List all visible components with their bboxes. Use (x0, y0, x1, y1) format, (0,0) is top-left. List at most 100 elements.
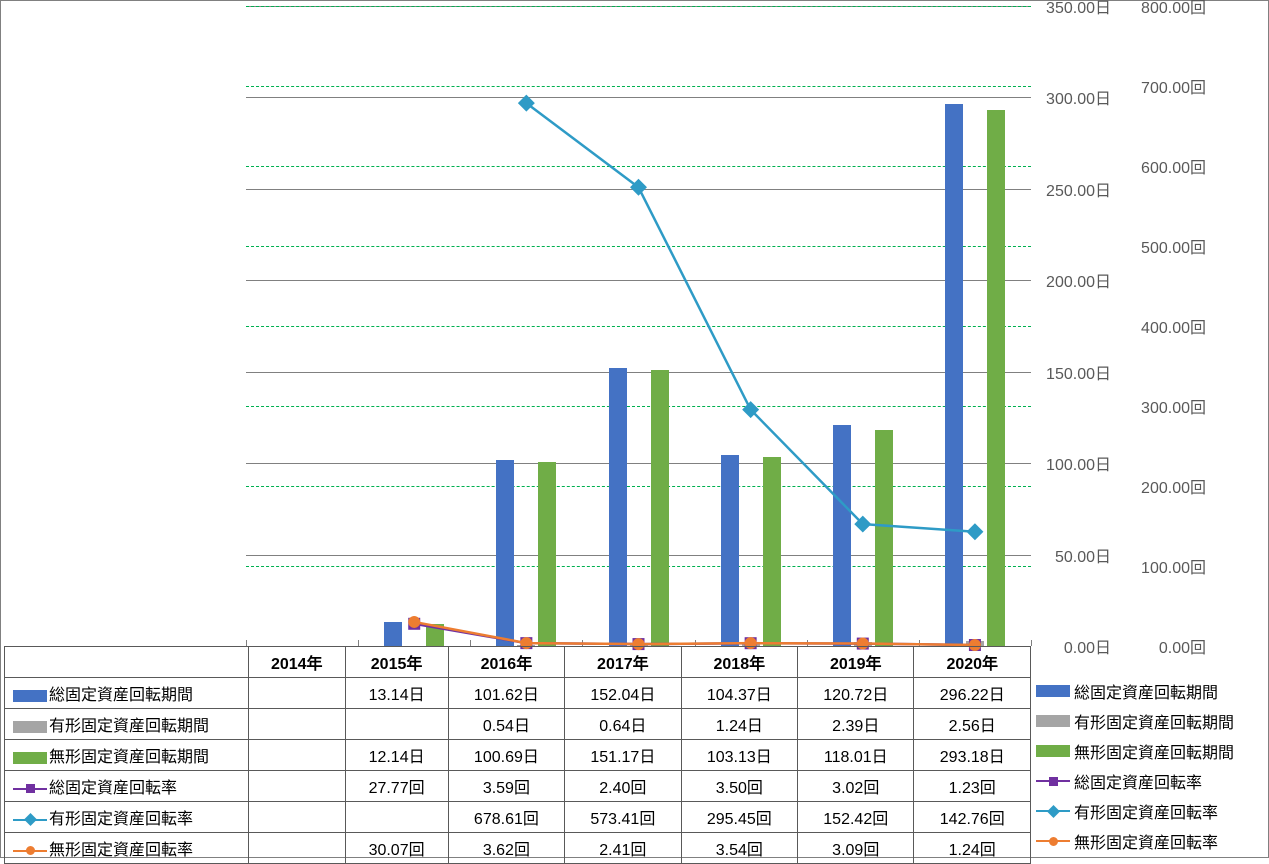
line-overlay (246, 6, 1031, 646)
legend-swatch (1036, 685, 1070, 697)
data-cell: 104.37日 (681, 678, 797, 709)
data-cell: 2.56日 (914, 709, 1031, 740)
data-cell (249, 740, 346, 771)
y2-tick-label: 800.00回 (1141, 0, 1206, 18)
data-cell: 1.24回 (914, 833, 1031, 864)
table-row: 総固定資産回転期間 13.14日101.62日152.04日104.37日120.… (5, 678, 1031, 709)
data-cell (249, 709, 346, 740)
data-cell (249, 678, 346, 709)
category-header: 2015年 (345, 647, 448, 678)
data-table: 2014年2015年2016年2017年2018年2019年2020年総固定資産… (4, 646, 1031, 864)
data-cell: 152.42回 (798, 802, 914, 833)
data-cell (249, 802, 346, 833)
table-row: 有形固定資産回転期間 0.54日0.64日1.24日2.39日2.56日 (5, 709, 1031, 740)
data-cell: 295.45回 (681, 802, 797, 833)
table-row: 総固定資産回転率27.77回3.59回2.40回3.50回3.02回1.23回 (5, 771, 1031, 802)
y2-tick-label: 400.00回 (1141, 314, 1206, 338)
series-name: 無形固定資産回転率 (49, 842, 193, 859)
y1-axis-labels: 0.00日50.00日100.00日150.00日200.00日250.00日3… (1041, 1, 1111, 641)
data-cell: 152.04日 (565, 678, 681, 709)
legend-label: 無形固定資産回転期間 (1074, 739, 1234, 763)
y1-tick-label: 150.00日 (1046, 360, 1111, 384)
category-header: 2019年 (798, 647, 914, 678)
legend-label: 総固定資産回転期間 (1074, 679, 1218, 703)
y1-tick-label: 50.00日 (1055, 543, 1111, 567)
y1-tick-label: 200.00日 (1046, 268, 1111, 292)
legend-swatch (1036, 715, 1070, 727)
y2-tick-label: 500.00回 (1141, 234, 1206, 258)
table-header-row: 2014年2015年2016年2017年2018年2019年2020年 (5, 647, 1031, 678)
y2-tick-label: 100.00回 (1141, 554, 1206, 578)
legend-item: 無形固定資産回転率 (1036, 826, 1234, 856)
data-cell (249, 833, 346, 864)
data-cell: 2.39日 (798, 709, 914, 740)
data-cell: 151.17日 (565, 740, 681, 771)
legend-item: 総固定資産回転率 (1036, 766, 1234, 796)
series-name: 無形固定資産回転期間 (49, 749, 209, 766)
data-cell: 118.01日 (798, 740, 914, 771)
chart-container: 0.00日 50.00日 100.00日 150.00日 200.00日 250.00日 3… (0, 0, 1269, 858)
y1-tick-label: 0.00日 (1064, 634, 1111, 658)
legend-item: 総固定資産回転期間 (1036, 676, 1234, 706)
data-cell: 3.59回 (448, 771, 564, 802)
y2-tick-label: 700.00回 (1141, 74, 1206, 98)
y1-tick-label: 250.00日 (1046, 177, 1111, 201)
series-name: 有形固定資産回転率 (49, 811, 193, 828)
y1-tick-label: 350.00日 (1046, 0, 1111, 18)
data-cell: 2.41回 (565, 833, 681, 864)
legend-swatch (1036, 771, 1070, 791)
data-cell: 27.77回 (345, 771, 448, 802)
legend-swatch (1036, 745, 1070, 757)
y1-tick-label: 300.00日 (1046, 85, 1111, 109)
y2-axis-labels: 0.00回100.00回200.00回300.00回400.00回500.00回… (1126, 1, 1206, 641)
category-header: 2020年 (914, 647, 1031, 678)
data-cell: 100.69日 (448, 740, 564, 771)
data-cell: 0.54日 (448, 709, 564, 740)
data-cell: 142.76回 (914, 802, 1031, 833)
series-name: 総固定資産回転期間 (49, 687, 193, 704)
series-name: 総固定資産回転率 (49, 780, 177, 797)
data-cell: 13.14日 (345, 678, 448, 709)
legend-swatch (1036, 801, 1070, 821)
legend-swatch (1036, 831, 1070, 851)
data-cell: 3.54回 (681, 833, 797, 864)
data-cell: 3.62回 (448, 833, 564, 864)
y2-tick-label: 200.00回 (1141, 474, 1206, 498)
legend-item: 無形固定資産回転期間 (1036, 736, 1234, 766)
table-row: 無形固定資産回転期間 12.14日100.69日151.17日103.13日118… (5, 740, 1031, 771)
data-cell: 573.41回 (565, 802, 681, 833)
data-cell: 103.13日 (681, 740, 797, 771)
data-cell: 3.02回 (798, 771, 914, 802)
data-cell: 3.09回 (798, 833, 914, 864)
data-cell: 1.23回 (914, 771, 1031, 802)
legend: 総固定資産回転期間有形固定資産回転期間無形固定資産回転期間総固定資産回転率有形固… (1036, 676, 1234, 856)
data-cell: 30.07回 (345, 833, 448, 864)
legend-item: 有形固定資産回転率 (1036, 796, 1234, 826)
legend-label: 有形固定資産回転率 (1074, 799, 1218, 823)
data-cell (249, 771, 346, 802)
series-name: 有形固定資産回転期間 (49, 718, 209, 735)
data-cell: 12.14日 (345, 740, 448, 771)
y2-tick-label: 600.00回 (1141, 154, 1206, 178)
data-cell: 0.64日 (565, 709, 681, 740)
y2-tick-label: 0.00回 (1159, 634, 1206, 658)
legend-label: 無形固定資産回転率 (1074, 829, 1218, 853)
data-cell: 120.72日 (798, 678, 914, 709)
table-row: 有形固定資産回転率678.61回573.41回295.45回152.42回142… (5, 802, 1031, 833)
data-cell: 293.18日 (914, 740, 1031, 771)
data-cell: 3.50回 (681, 771, 797, 802)
y1-tick-label: 100.00日 (1046, 451, 1111, 475)
data-cell: 101.62日 (448, 678, 564, 709)
legend-label: 総固定資産回転率 (1074, 769, 1202, 793)
category-header: 2018年 (681, 647, 797, 678)
data-cell: 1.24日 (681, 709, 797, 740)
category-header: 2014年 (249, 647, 346, 678)
plot-area (246, 6, 1031, 646)
data-cell (345, 709, 448, 740)
y2-tick-label: 300.00回 (1141, 394, 1206, 418)
category-header: 2017年 (565, 647, 681, 678)
table-row: 無形固定資産回転率 30.07回3.62回2.41回3.54回3.09回1.24回 (5, 833, 1031, 864)
category-header: 2016年 (448, 647, 564, 678)
legend-item: 有形固定資産回転期間 (1036, 706, 1234, 736)
legend-label: 有形固定資産回転期間 (1074, 709, 1234, 733)
